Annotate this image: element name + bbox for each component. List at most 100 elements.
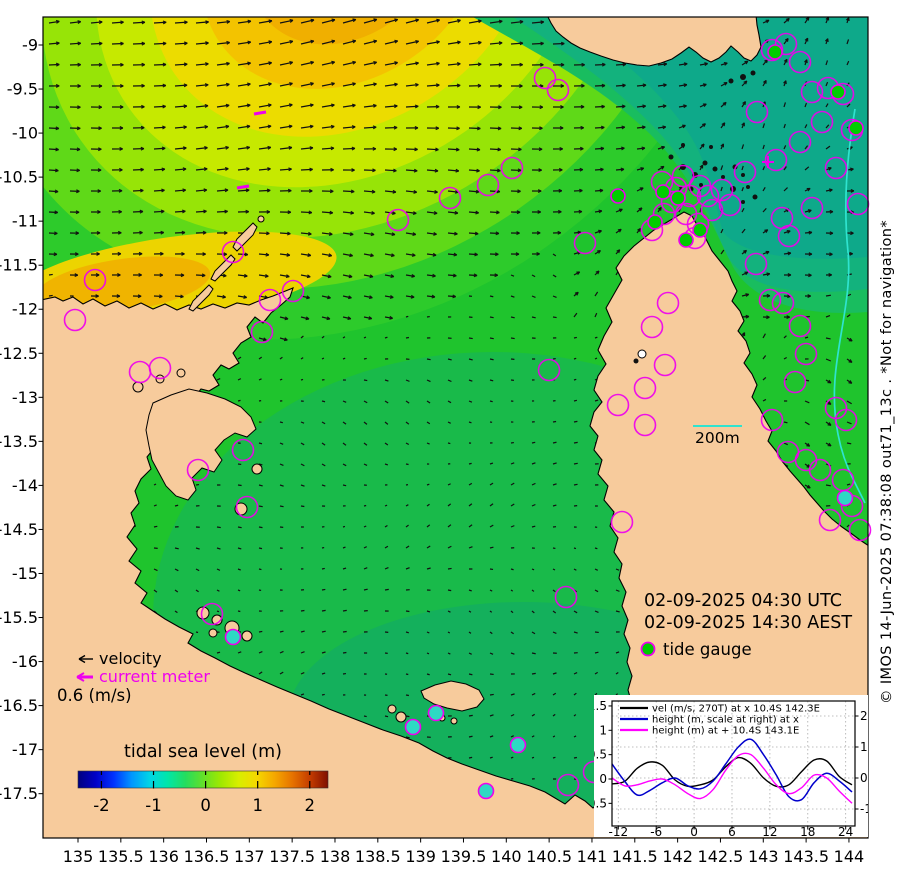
current-meter-ring (733, 160, 757, 184)
lon-tick-label: 142 (662, 847, 693, 866)
current-meter-ring (788, 314, 812, 338)
current-meter-ring (800, 80, 824, 104)
speed-scale-label: 0.6 (m/s) (57, 686, 132, 705)
colorbar-tick-label: -1 (145, 796, 161, 815)
lat-tick-label: -17 (12, 740, 38, 759)
lon-tick-label: 143 (748, 847, 779, 866)
tide-gauge-marker (610, 188, 626, 204)
isobath-200m-line (833, 108, 866, 504)
current-meter-ring (696, 184, 720, 208)
tide-gauge-marker-cyan (477, 782, 495, 800)
mainland-australia (43, 211, 868, 838)
landmass (43, 17, 868, 838)
current-meter-ring (653, 353, 677, 377)
chart-plot-border (611, 700, 856, 827)
current-meter-ring (656, 291, 680, 315)
chart-left-tick-label: 1 (599, 723, 607, 737)
chart-left-tick-label: 0.5 (594, 796, 607, 810)
chart-left-tick-label: 0 (599, 772, 607, 786)
current-meter-ring (533, 66, 557, 90)
current-meter-ring (652, 202, 676, 226)
lon-tick-label: 137 (234, 847, 265, 866)
chart-x-tick-label: -6 (650, 825, 662, 837)
papua-new-guinea-coast (547, 17, 762, 67)
current-meter-ring (834, 408, 858, 432)
lat-tick-label: -15.5 (0, 608, 38, 627)
chart-x-tick-label: 24 (838, 825, 853, 837)
colorbar-title: tidal sea level (m) (124, 742, 282, 762)
chart-legend-label: vel (m/s, 270T) at x 10.4S 142.3E (652, 704, 820, 715)
current-meter-ring (281, 279, 305, 303)
lat-tick-label: -9.5 (7, 80, 38, 99)
current-meter-vector (236, 184, 250, 190)
lat-tick-label: -12.5 (0, 344, 38, 363)
current-meter-ring (186, 458, 210, 482)
current-meter-legend-label: current meter (99, 667, 210, 686)
current-meter-ring (148, 356, 172, 380)
chart-x-tick-label: 18 (800, 825, 815, 837)
station-markers (63, 32, 872, 800)
lat-tick-label: -13 (12, 388, 38, 407)
lon-tick-label: 144 (834, 847, 865, 866)
current-meter-ring (556, 773, 580, 797)
lat-tick-label: -16 (12, 652, 38, 671)
current-meter-ring (777, 224, 801, 248)
current-meter-ring (760, 408, 784, 432)
current-meter-ring (258, 288, 282, 312)
colorbar (77, 770, 329, 789)
chart-x-tick-label: -12 (608, 825, 628, 837)
colorbar-ticks (100, 771, 311, 789)
velocity-legend-label: velocity (99, 649, 162, 668)
colorbar-tick-label: -2 (93, 796, 109, 815)
chart-left-tick-label: 0.5 (594, 748, 607, 762)
tide-gauge-legend-marker (640, 641, 656, 657)
current-meter-legend-arrow (76, 672, 93, 682)
lon-tick-label: 136.5 (184, 847, 230, 866)
latitude-axis-labels: -9 -9.5 -10 -10.5 -11 -11.5 -12 -12.5 -13 -13.5 -1… (0, 36, 38, 804)
current-meter-ring (764, 148, 788, 172)
lat-tick-label: -12 (12, 300, 38, 319)
tide-gauge-marker-cyan (224, 628, 242, 646)
coastal-islet (637, 349, 647, 359)
current-meter-ring (744, 252, 768, 276)
current-meter-ring (386, 208, 410, 232)
lat-tick-label: -11 (12, 212, 38, 231)
lon-tick-label: 141.5 (612, 847, 658, 866)
chart-x-tick-label: 0 (690, 825, 698, 837)
lon-tick-label: 137.5 (269, 847, 315, 866)
velocity-legend-arrow (78, 654, 93, 664)
chart-series-line (612, 752, 853, 804)
current-meter-cross (762, 156, 774, 168)
tide-gauge-legend-label: tide gauge (663, 640, 752, 659)
colorbar-tick-label: 0 (200, 796, 211, 815)
chart-x-tick-label: 6 (728, 825, 736, 837)
map-border (42, 16, 869, 839)
lon-tick-label: 139 (405, 847, 436, 866)
tide-gauge-marker-cyan (509, 736, 527, 754)
current-meter-ring (554, 585, 578, 609)
timestamp-utc: 02-09-2025 04:30 UTC (644, 591, 842, 611)
lon-tick-label: 135.5 (98, 847, 144, 866)
wellesley-islands (387, 680, 485, 729)
current-meter-ring (231, 438, 255, 462)
tide-chart-panel: -12 -6 0 6 12 18 24 2 1 0 -1 1.5 1 0.5 0 0.5 vel (m/s, … (588, 695, 872, 839)
current-meter-ring (788, 130, 812, 154)
lon-tick-label: 138 (320, 847, 351, 866)
current-meter-ring (758, 288, 782, 312)
tide-gauge-marker (655, 184, 671, 200)
lon-tick-label: 135 (63, 847, 94, 866)
current-meter-ring (537, 358, 561, 382)
lon-tick-label: 138.5 (355, 847, 401, 866)
lon-tick-label: 136 (148, 847, 179, 866)
lat-tick-label: -17.5 (0, 784, 38, 803)
lat-tick-label: -9 (22, 36, 38, 55)
colorbar-tick-labels: -2 -1 0 1 2 (93, 796, 315, 815)
current-meter-ring (808, 458, 832, 482)
current-meter-ring (438, 186, 462, 210)
groote-eylandt (132, 368, 263, 516)
current-meter-ring (810, 110, 834, 134)
current-meter-ring (640, 315, 664, 339)
lon-tick-label: 140 (491, 847, 522, 866)
current-meter-ring (718, 193, 742, 217)
